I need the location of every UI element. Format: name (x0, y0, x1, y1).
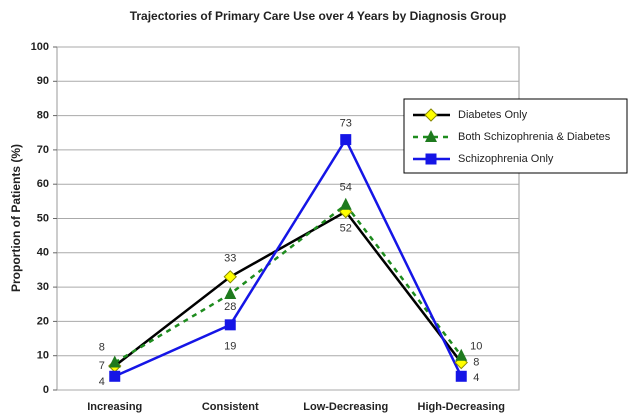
y-tick-label: 40 (37, 247, 49, 259)
data-label: 19 (224, 341, 236, 353)
data-label: 54 (340, 182, 352, 194)
marker (223, 270, 237, 284)
marker (224, 286, 237, 299)
data-label: 7 (99, 360, 105, 372)
y-axis-title: Proportion of Patients (%) (9, 144, 23, 292)
data-label: 4 (99, 376, 105, 388)
series-line (113, 210, 463, 367)
series-line (114, 203, 463, 364)
legend-label: Diabetes Only (458, 109, 528, 121)
y-tick-label: 90 (37, 75, 49, 87)
y-tick-label: 100 (31, 41, 49, 53)
series-line (114, 137, 463, 378)
y-tick-label: 20 (37, 315, 49, 327)
legend-box (403, 98, 628, 174)
y-tick-label: 30 (37, 281, 49, 293)
x-tick-label: Consistent (202, 401, 259, 413)
data-label: 8 (99, 341, 105, 353)
data-label: 33 (224, 253, 236, 265)
marker (109, 370, 121, 382)
y-tick-label: 70 (37, 144, 49, 156)
legend-marker (424, 108, 438, 122)
data-label: 73 (340, 118, 352, 130)
marker (455, 370, 467, 382)
y-tick-label: 10 (37, 350, 49, 362)
legend-marker (425, 153, 437, 165)
y-tick-label: 60 (37, 178, 49, 190)
data-label: 28 (224, 301, 236, 313)
legend-label: Both Schizophrenia & Diabetes (458, 131, 611, 143)
marker (108, 355, 121, 368)
legend-label: Schizophrenia Only (458, 153, 554, 165)
chart-title: Trajectories of Primary Care Use over 4 … (130, 9, 507, 23)
y-tick-label: 80 (37, 110, 49, 122)
data-label: 8 (473, 356, 479, 368)
marker (340, 134, 352, 146)
marker (455, 348, 468, 361)
legend-marker (425, 130, 437, 142)
y-tick-label: 0 (43, 384, 49, 396)
x-tick-label: Increasing (87, 401, 142, 413)
x-tick-label: High-Decreasing (418, 401, 505, 413)
x-tick-label: Low-Decreasing (303, 401, 388, 413)
marker (224, 319, 236, 331)
marker (339, 197, 352, 210)
y-tick-label: 50 (37, 212, 49, 224)
data-label: 10 (470, 341, 482, 353)
data-label: 52 (340, 223, 352, 235)
data-label: 4 (473, 372, 479, 384)
